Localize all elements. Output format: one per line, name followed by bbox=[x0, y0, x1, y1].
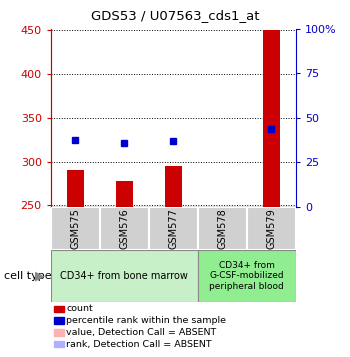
Text: GDS53 / U07563_cds1_at: GDS53 / U07563_cds1_at bbox=[91, 9, 259, 22]
Text: CD34+ from bone marrow: CD34+ from bone marrow bbox=[60, 271, 188, 281]
Text: GSM578: GSM578 bbox=[217, 208, 227, 249]
Bar bbox=[165, 166, 182, 207]
Text: count: count bbox=[66, 304, 93, 313]
Bar bbox=[66, 170, 84, 207]
Bar bbox=[198, 207, 247, 250]
Bar bbox=[51, 207, 100, 250]
Bar bbox=[247, 207, 296, 250]
Text: GSM575: GSM575 bbox=[70, 208, 80, 249]
Bar bbox=[116, 181, 133, 207]
Text: GSM576: GSM576 bbox=[119, 208, 129, 249]
Text: percentile rank within the sample: percentile rank within the sample bbox=[66, 316, 226, 325]
Text: GSM577: GSM577 bbox=[168, 208, 178, 249]
Bar bbox=[149, 207, 198, 250]
Bar bbox=[51, 250, 198, 302]
Text: cell type: cell type bbox=[4, 271, 51, 281]
Text: CD34+ from
G-CSF-mobilized
peripheral blood: CD34+ from G-CSF-mobilized peripheral bl… bbox=[209, 261, 284, 291]
Text: rank, Detection Call = ABSENT: rank, Detection Call = ABSENT bbox=[66, 340, 212, 349]
Text: ▶: ▶ bbox=[35, 269, 45, 282]
Text: value, Detection Call = ABSENT: value, Detection Call = ABSENT bbox=[66, 328, 217, 337]
Text: GSM579: GSM579 bbox=[266, 208, 276, 249]
Bar bbox=[100, 207, 149, 250]
Bar bbox=[198, 250, 296, 302]
Bar bbox=[262, 30, 280, 207]
